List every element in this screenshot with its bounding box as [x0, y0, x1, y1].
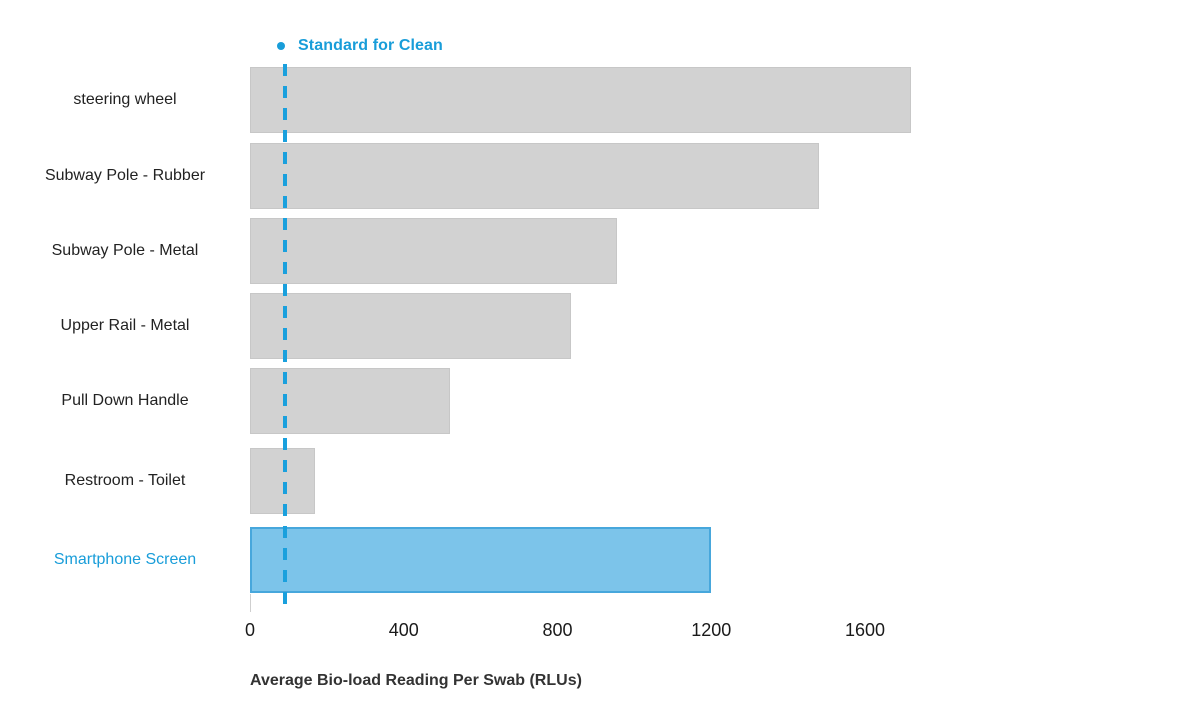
category-label-steering-wheel: steering wheel [73, 91, 177, 108]
standard-for-clean-reference-line [282, 64, 287, 608]
bar-smartphone-screen [250, 527, 711, 593]
x-tick-1200: 1200 [691, 620, 732, 640]
category-label-restroom-toilet: Restroom - Toilet [64, 472, 186, 489]
bar-restroom-toilet [250, 448, 315, 514]
x-tick-0: 0 [244, 620, 255, 640]
bar-pull-down-handle [250, 368, 450, 434]
legend-dot-icon [277, 42, 285, 50]
x-tick-400: 400 [388, 620, 419, 640]
legend-label: Standard for Clean [298, 37, 443, 54]
category-label-upper-rail-metal: Upper Rail - Metal [60, 317, 190, 334]
bar-subway-pole-metal [250, 218, 617, 284]
x-axis-zero-tick [249, 594, 251, 612]
chart-legend: Standard for Clean [277, 37, 443, 55]
x-axis-title: Average Bio-load Reading Per Swab (RLUs) [250, 672, 582, 689]
category-label-smartphone-screen: Smartphone Screen [53, 551, 197, 568]
category-label-pull-down-handle: Pull Down Handle [61, 392, 189, 409]
x-tick-1600: 1600 [845, 620, 886, 640]
category-label-subway-pole-metal: Subway Pole - Metal [51, 242, 199, 259]
bar-subway-pole-rubber [250, 143, 819, 209]
category-label-subway-pole-rubber: Subway Pole - Rubber [44, 167, 206, 184]
bar-upper-rail-metal [250, 293, 571, 359]
bar-steering-wheel [250, 67, 911, 133]
x-tick-800: 800 [542, 620, 573, 640]
